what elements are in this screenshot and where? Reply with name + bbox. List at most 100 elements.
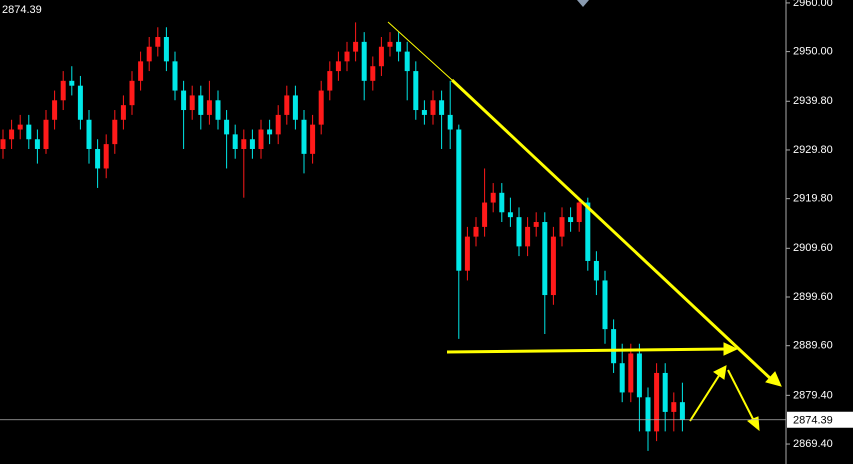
candle-body: [361, 41, 367, 81]
candle-body: [404, 51, 410, 72]
candle-body: [550, 236, 556, 296]
candle-body: [181, 90, 187, 111]
candle-body: [559, 217, 565, 237]
candle-body: [628, 353, 634, 393]
candle-body: [344, 51, 350, 62]
candle-body: [52, 100, 58, 120]
candle-body: [525, 226, 531, 247]
candle-body: [636, 353, 642, 398]
candle-body: [576, 202, 582, 223]
candle-body: [0, 139, 6, 149]
y-tick-label: 2919.80: [793, 193, 833, 205]
candle-body: [318, 90, 324, 125]
candle-body: [482, 202, 488, 227]
candle-body: [17, 124, 23, 130]
candle-body: [215, 100, 221, 120]
trend-line: [450, 78, 774, 382]
candle-body: [662, 372, 668, 412]
candle-body: [430, 100, 436, 115]
candle-body: [284, 95, 290, 115]
candle-body: [241, 139, 247, 149]
candle-body: [387, 41, 393, 47]
arrow-head: [713, 365, 727, 380]
candle-body: [34, 139, 40, 149]
candle-body: [611, 329, 617, 364]
candle-body: [370, 66, 376, 81]
candle-body: [43, 119, 49, 149]
candle-body: [26, 124, 32, 140]
trend-line-thin: [387, 21, 453, 81]
y-tick-label: 2960.00: [793, 0, 833, 9]
candle-body: [112, 119, 118, 145]
candle-body: [490, 192, 496, 203]
candle-body: [77, 85, 83, 120]
candle-body: [542, 222, 548, 296]
candle-body: [499, 192, 505, 213]
candle-body: [172, 61, 178, 91]
candle-body: [120, 105, 126, 120]
candle-body: [585, 202, 591, 261]
annotations: [387, 21, 782, 432]
y-tick-label: 2869.40: [793, 438, 833, 450]
last-price-label: 2874.39: [793, 415, 833, 427]
candle-body: [619, 363, 625, 393]
candle-body: [602, 280, 608, 330]
candle-body: [258, 129, 264, 149]
candle-body: [327, 71, 333, 91]
candle-body: [593, 260, 599, 281]
arrow-head: [747, 416, 760, 432]
y-tick-label: 2909.60: [793, 242, 833, 254]
y-tick-label: 2889.60: [793, 340, 833, 352]
candle-body: [267, 129, 273, 135]
candle-body: [310, 124, 316, 154]
last-price-box: [787, 411, 853, 428]
candle-body: [396, 41, 402, 52]
candles: [0, 22, 685, 451]
candle-body: [456, 129, 462, 271]
y-tick-label: 2950.00: [793, 46, 833, 58]
y-tick-label: 2899.60: [793, 291, 833, 303]
period-marker: [577, 0, 589, 7]
candle-body: [275, 114, 281, 135]
candle-body: [447, 114, 453, 130]
candle-body: [163, 37, 169, 62]
candle-body: [206, 100, 212, 115]
candle-body: [353, 41, 359, 52]
y-tick-label: 2879.40: [793, 389, 833, 401]
y-tick-label: 2929.80: [793, 144, 833, 156]
candle-body: [224, 119, 230, 135]
arrow-head: [723, 342, 739, 356]
candle-body: [138, 61, 144, 81]
candle-body: [60, 80, 66, 101]
candle-body: [129, 80, 135, 106]
candle-body: [378, 46, 384, 67]
candle-body: [439, 100, 445, 115]
candle-body: [335, 61, 341, 72]
candle-body: [679, 402, 685, 420]
candle-body: [301, 119, 307, 154]
zigzag-down: [727, 369, 755, 422]
candle-body: [671, 402, 677, 412]
candle-body: [413, 71, 419, 111]
candle-body: [69, 80, 75, 86]
arrow-head: [765, 371, 782, 387]
candle-body: [645, 397, 651, 432]
support-line: [446, 347, 728, 354]
candle-body: [155, 37, 161, 47]
candle-body: [516, 217, 522, 247]
candle-body: [507, 212, 513, 218]
candle-body: [86, 119, 92, 149]
candle-body: [473, 226, 479, 237]
header-price: 2874.39: [2, 4, 42, 16]
candle-body: [9, 129, 15, 140]
candle-body: [189, 95, 195, 111]
candle-body: [232, 134, 238, 149]
candle-body: [654, 372, 660, 432]
candle-body: [249, 139, 255, 149]
candle-body: [533, 222, 539, 227]
candle-body: [95, 148, 101, 169]
candle-body: [568, 217, 574, 223]
candle-body: [103, 144, 109, 169]
candle-body: [146, 46, 152, 62]
